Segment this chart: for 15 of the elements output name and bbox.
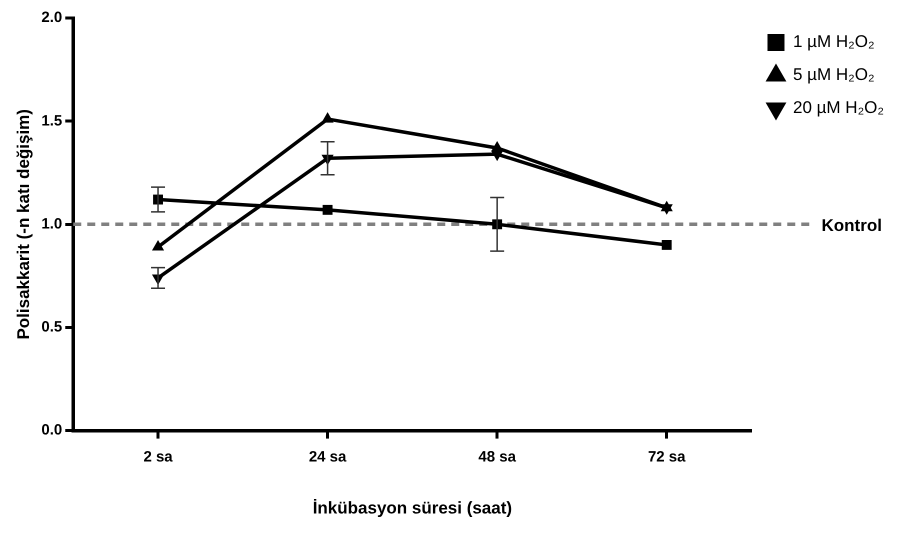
x-tick-label: 48 sa	[478, 448, 517, 466]
x-tick-label: 24 sa	[308, 448, 348, 466]
y-axis-title: Polisakkarit (-n katı değişim)	[14, 109, 33, 340]
legend-label: 20 µM H₂O₂	[792, 98, 884, 118]
y-tick-label: 0.0	[41, 422, 62, 439]
y-tick-label: 0.5	[41, 318, 62, 336]
legend-label: 5 µM H₂O₂	[792, 65, 875, 84]
legend-label: 1 µM H₂O₂	[792, 32, 875, 52]
x-axis-title: İnkübasyon süresi (saat)	[312, 498, 512, 518]
y-tick-label: 1.5	[41, 112, 62, 130]
x-tick-label: 72 sa	[648, 448, 686, 466]
y-tick-label: 2.0	[41, 9, 62, 26]
x-tick-label: 2 sa	[143, 448, 174, 466]
ref-line-label: Kontrol	[821, 216, 882, 235]
y-tick-label: 1.0	[41, 215, 62, 232]
